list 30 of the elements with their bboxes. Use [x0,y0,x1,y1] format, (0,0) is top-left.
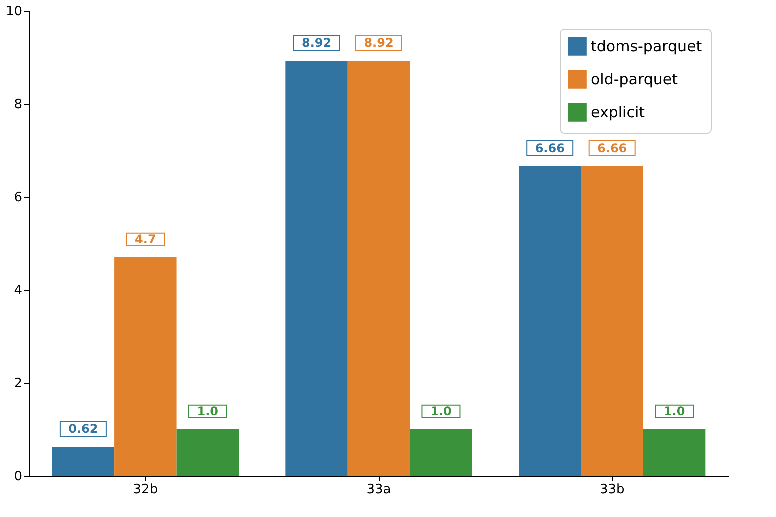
bar [176,430,239,476]
y-tick-label: 6 [14,190,22,206]
data-label: 8.92 [302,36,332,50]
bar [348,61,410,476]
data-label: 0.62 [68,422,98,436]
bar [52,447,115,476]
bar [581,166,644,476]
bar [643,430,706,476]
y-tick-label: 10 [6,4,22,20]
data-label: 1.0 [664,404,686,418]
bar [114,257,177,476]
bar [286,61,348,476]
bar [410,430,472,476]
data-label: 1.0 [430,404,452,418]
data-label: 1.0 [197,404,219,418]
bar [519,166,582,476]
y-tick-label: 8 [14,98,22,112]
x-tick-label: 33a [366,482,392,498]
y-tick-label: 2 [14,376,22,392]
x-tick-label: 33b [600,482,625,498]
legend-label: old-parquet [591,70,678,88]
x-tick-label: 32b [133,482,158,498]
legend-label: explicit [591,104,646,122]
data-label: 6.66 [598,141,628,156]
y-tick-label: 4 [14,284,22,298]
data-label: 4.7 [135,232,156,246]
legend-label: tdoms-parquet [591,38,702,56]
data-label: 8.92 [364,36,394,50]
y-tick-label: 0 [14,470,22,484]
data-label: 6.66 [535,141,565,156]
